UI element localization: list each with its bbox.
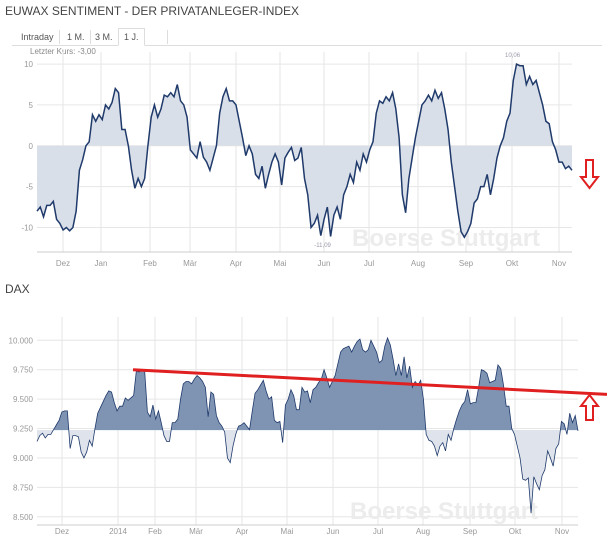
x-tick-label: Jul [373,527,383,536]
x-tick-label: Aug [416,527,430,536]
y-tick-label: -10 [21,223,33,232]
x-tick-label: Dez [55,527,69,536]
range-tabs: Intraday 1 M. 3 M. 1 J. [12,28,602,46]
x-tick-label: 2014 [109,527,127,536]
x-tick-label: Apr [230,259,243,268]
x-tick-label: Mär [189,527,203,536]
x-tick-label: Nov [555,527,569,536]
x-tick-label: Jun [327,527,340,536]
sentiment-title: EUWAX SENTIMENT - DER PRIVATANLEGER-INDE… [5,4,300,18]
tab-1y[interactable]: 1 J. [118,28,145,46]
tab-1m[interactable]: 1 M. [62,30,91,44]
y-tick-label: 9.500 [13,395,34,404]
y-tick-label: 10.000 [9,336,34,345]
x-tick-label: Dez [56,259,70,268]
max-annotation: 10,06 [505,53,521,59]
y-tick-label: 8.500 [13,513,34,522]
y-tick-label: 9.750 [13,366,34,375]
x-tick-label: Apr [236,527,249,536]
y-tick-label: 0 [29,142,34,151]
x-tick-label: Okt [506,259,519,268]
area-above-baseline [37,64,572,146]
x-tick-label: Nov [552,259,566,268]
watermark: Boerse Stuttgart [350,498,538,525]
dax-title: DAX [5,282,30,296]
arrow-up-icon [578,393,601,421]
x-tick-label: Jan [95,259,108,268]
trendline [132,368,607,396]
arrow-down-icon [578,159,601,190]
y-tick-label: 9.000 [13,454,34,463]
x-tick-label: Sep [459,259,474,268]
x-tick-label: Jun [318,259,331,268]
y-tick-label: -5 [26,183,34,192]
series-line [36,62,573,239]
x-tick-label: Jul [364,259,374,268]
x-tick-label: Feb [143,259,157,268]
x-tick-label: Sep [463,527,478,536]
y-tick-label: 5 [29,101,34,110]
tab-intraday[interactable]: Intraday [16,30,60,44]
area-below-baseline [37,430,578,514]
series-line [36,336,579,514]
x-tick-label: Feb [148,527,162,536]
y-tick-label: 8.750 [13,483,34,492]
y-tick-label: 10 [24,60,33,69]
tab-custom[interactable] [149,30,168,44]
x-tick-label: Mär [183,259,197,268]
x-tick-label: Mai [274,259,287,268]
y-tick-label: 9.250 [13,425,34,434]
min-annotation: -11,09 [314,243,331,249]
last-price: Letzter Kurs: -3,00 [30,47,96,56]
x-tick-label: Mai [281,527,294,536]
x-tick-label: Okt [509,527,522,536]
area-below-baseline [37,145,572,238]
x-tick-label: Aug [411,259,425,268]
watermark: Boerse Stuttgart [352,225,540,252]
